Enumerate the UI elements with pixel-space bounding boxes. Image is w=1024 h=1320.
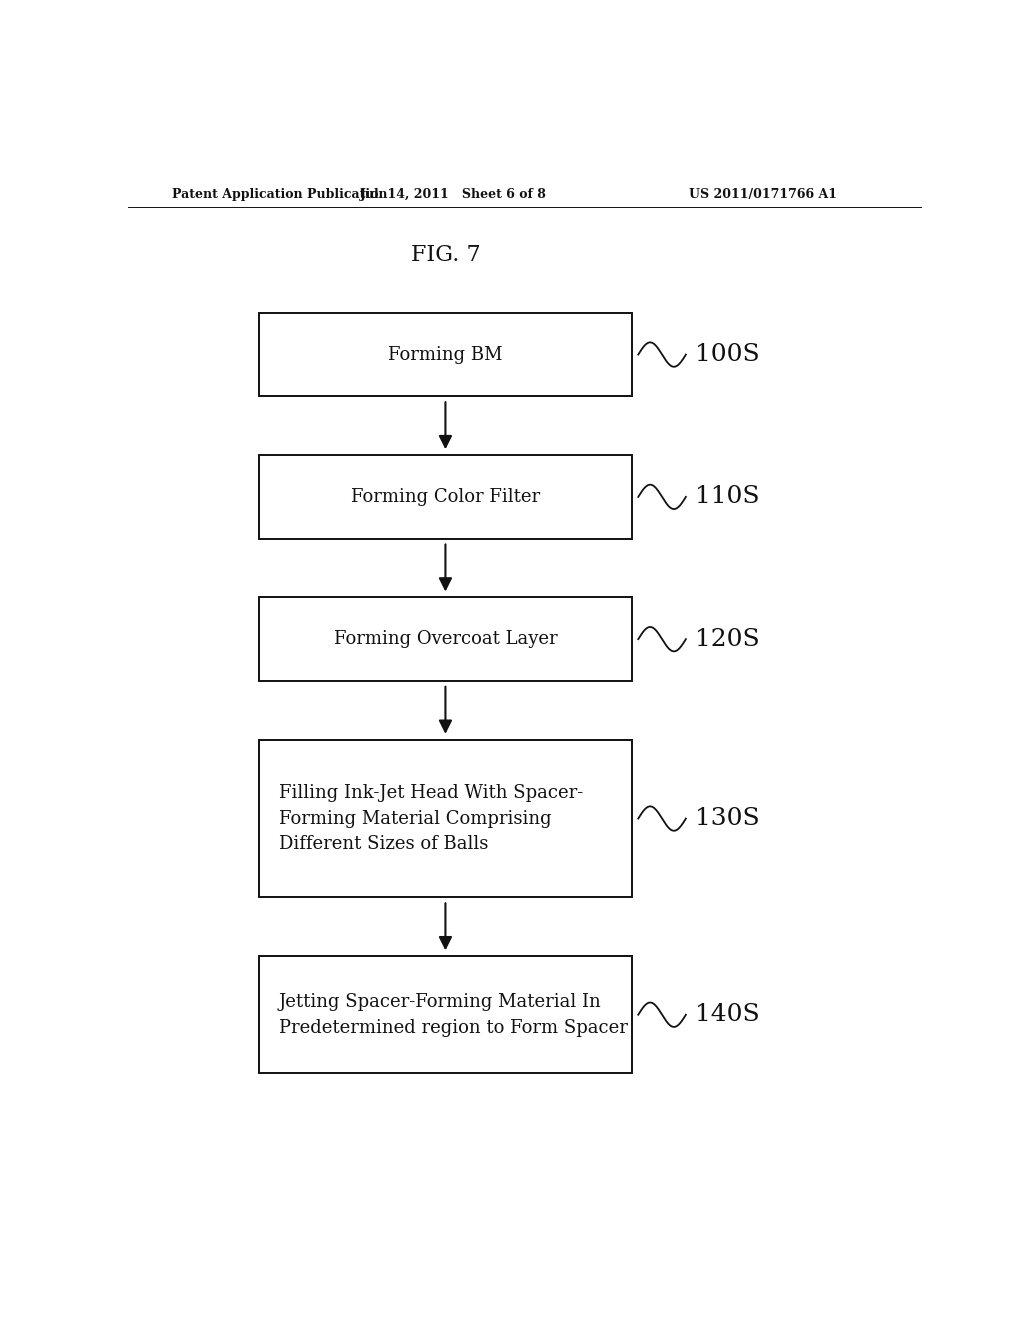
Text: Forming Overcoat Layer: Forming Overcoat Layer [334,630,557,648]
Bar [259,455,632,539]
Text: Jul. 14, 2011   Sheet 6 of 8: Jul. 14, 2011 Sheet 6 of 8 [360,189,547,202]
Text: 120S: 120S [695,627,760,651]
Bar [259,956,632,1073]
Text: 100S: 100S [695,343,760,366]
Text: Forming Color Filter: Forming Color Filter [351,488,540,506]
Text: 130S: 130S [695,807,760,830]
Bar [259,313,632,396]
Text: Jetting Spacer-Forming Material In
Predetermined region to Form Spacer: Jetting Spacer-Forming Material In Prede… [279,993,628,1036]
Text: FIG. 7: FIG. 7 [411,244,480,265]
Text: Forming BM: Forming BM [388,346,503,363]
Text: 110S: 110S [695,486,760,508]
Text: Patent Application Publication: Patent Application Publication [172,189,387,202]
Bar [259,598,632,681]
Text: US 2011/0171766 A1: US 2011/0171766 A1 [689,189,837,202]
Text: 140S: 140S [695,1003,760,1026]
Text: Filling Ink-Jet Head With Spacer-
Forming Material Comprising
Different Sizes of: Filling Ink-Jet Head With Spacer- Formin… [279,784,583,853]
Bar [259,739,632,898]
